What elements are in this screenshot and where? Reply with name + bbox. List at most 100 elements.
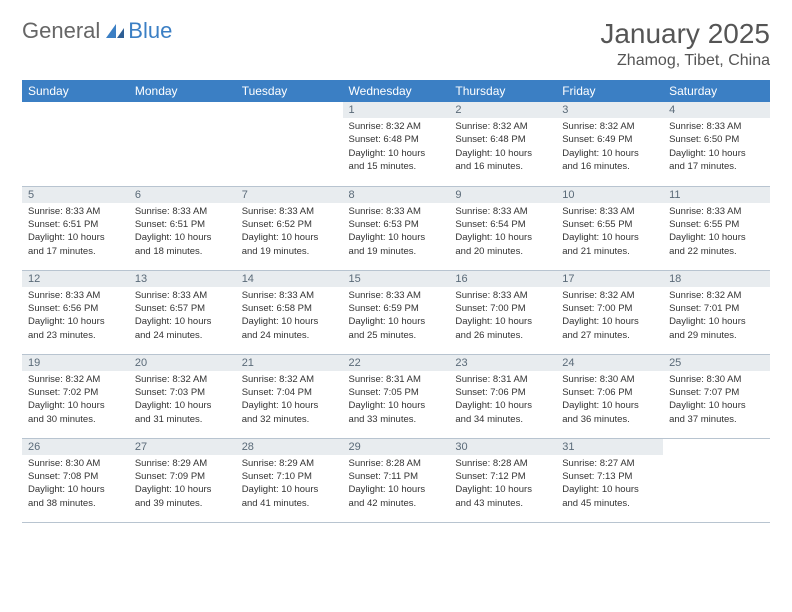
day-number: 17 — [556, 271, 663, 287]
daylight-text: and 24 minutes. — [135, 330, 230, 342]
title-block: January 2025 Zhamog, Tibet, China — [600, 18, 770, 70]
day-number: 6 — [129, 187, 236, 203]
sunrise-text: Sunrise: 8:32 AM — [669, 290, 764, 302]
daylight-text: and 38 minutes. — [28, 498, 123, 510]
sunset-text: Sunset: 6:57 PM — [135, 303, 230, 315]
logo-word1: General — [22, 18, 100, 44]
daylight-text: and 27 minutes. — [562, 330, 657, 342]
day-number: 5 — [22, 187, 129, 203]
calendar-cell: 12Sunrise: 8:33 AMSunset: 6:56 PMDayligh… — [22, 270, 129, 354]
sunrise-text: Sunrise: 8:29 AM — [135, 458, 230, 470]
daylight-text: and 22 minutes. — [669, 246, 764, 258]
calendar-row: 12Sunrise: 8:33 AMSunset: 6:56 PMDayligh… — [22, 270, 770, 354]
day-number: 10 — [556, 187, 663, 203]
day-details: Sunrise: 8:33 AMSunset: 6:51 PMDaylight:… — [129, 203, 236, 263]
daylight-text: and 24 minutes. — [242, 330, 337, 342]
sunset-text: Sunset: 6:48 PM — [349, 134, 444, 146]
day-number: 18 — [663, 271, 770, 287]
sunrise-text: Sunrise: 8:33 AM — [242, 206, 337, 218]
calendar-cell: 18 Sunrise: 8:32 AMSunset: 7:01 PMDayligh… — [663, 270, 770, 354]
calendar-table: Sunday Monday Tuesday Wednesday Thursday… — [22, 80, 770, 523]
day-number: 20 — [129, 355, 236, 371]
daylight-text: and 16 minutes. — [562, 161, 657, 173]
day-number: 16 — [449, 271, 556, 287]
daylight-text: and 31 minutes. — [135, 414, 230, 426]
daylight-text: Daylight: 10 hours — [349, 484, 444, 496]
daylight-text: and 39 minutes. — [135, 498, 230, 510]
day-number: 28 — [236, 439, 343, 455]
calendar-cell: 20Sunrise: 8:32 AMSunset: 7:03 PMDayligh… — [129, 354, 236, 438]
daylight-text: and 19 minutes. — [349, 246, 444, 258]
sunrise-text: Sunrise: 8:32 AM — [349, 121, 444, 133]
daylight-text: and 21 minutes. — [562, 246, 657, 258]
daylight-text: Daylight: 10 hours — [562, 316, 657, 328]
calendar-cell: 27Sunrise: 8:29 AMSunset: 7:09 PMDayligh… — [129, 438, 236, 522]
daylight-text: Daylight: 10 hours — [669, 400, 764, 412]
calendar-cell — [129, 102, 236, 186]
day-details: Sunrise: 8:29 AMSunset: 7:09 PMDaylight:… — [129, 455, 236, 515]
day-number: 27 — [129, 439, 236, 455]
day-number: 9 — [449, 187, 556, 203]
day-details: Sunrise: 8:28 AMSunset: 7:11 PMDaylight:… — [343, 455, 450, 515]
logo-word2: Blue — [128, 18, 172, 44]
sunset-text: Sunset: 6:53 PM — [349, 219, 444, 231]
daylight-text: and 16 minutes. — [455, 161, 550, 173]
daylight-text: Daylight: 10 hours — [135, 232, 230, 244]
sunrise-text: Sunrise: 8:33 AM — [455, 290, 550, 302]
day-details: Sunrise: 8:32 AMSunset: 7:04 PMDaylight:… — [236, 371, 343, 431]
daylight-text: and 32 minutes. — [242, 414, 337, 426]
sunset-text: Sunset: 7:04 PM — [242, 387, 337, 399]
day-number: 13 — [129, 271, 236, 287]
sunrise-text: Sunrise: 8:32 AM — [242, 374, 337, 386]
daylight-text: and 41 minutes. — [242, 498, 337, 510]
day-details: Sunrise: 8:32 AMSunset: 7:03 PMDaylight:… — [129, 371, 236, 431]
daylight-text: and 19 minutes. — [242, 246, 337, 258]
day-details: Sunrise: 8:33 AMSunset: 6:55 PMDaylight:… — [663, 203, 770, 263]
sunrise-text: Sunrise: 8:32 AM — [455, 121, 550, 133]
calendar-cell: 23Sunrise: 8:31 AMSunset: 7:06 PMDayligh… — [449, 354, 556, 438]
calendar-cell: 5Sunrise: 8:33 AMSunset: 6:51 PMDaylight… — [22, 186, 129, 270]
sunset-text: Sunset: 7:10 PM — [242, 471, 337, 483]
daylight-text: Daylight: 10 hours — [562, 148, 657, 160]
daylight-text: Daylight: 10 hours — [349, 232, 444, 244]
day-details: Sunrise: 8:33 AMSunset: 6:55 PMDaylight:… — [556, 203, 663, 263]
daylight-text: and 17 minutes. — [28, 246, 123, 258]
daylight-text: Daylight: 10 hours — [455, 316, 550, 328]
daylight-text: and 15 minutes. — [349, 161, 444, 173]
day-number: 21 — [236, 355, 343, 371]
weekday-header: Tuesday — [236, 80, 343, 102]
sunrise-text: Sunrise: 8:33 AM — [349, 206, 444, 218]
day-number: 23 — [449, 355, 556, 371]
daylight-text: Daylight: 10 hours — [28, 232, 123, 244]
daylight-text: and 30 minutes. — [28, 414, 123, 426]
calendar-cell: 4Sunrise: 8:33 AMSunset: 6:50 PMDaylight… — [663, 102, 770, 186]
calendar-cell: 10Sunrise: 8:33 AMSunset: 6:55 PMDayligh… — [556, 186, 663, 270]
day-number — [129, 102, 236, 106]
day-details: Sunrise: 8:33 AMSunset: 6:57 PMDaylight:… — [129, 287, 236, 347]
calendar-cell: 7Sunrise: 8:33 AMSunset: 6:52 PMDaylight… — [236, 186, 343, 270]
daylight-text: Daylight: 10 hours — [669, 148, 764, 160]
daylight-text: and 36 minutes. — [562, 414, 657, 426]
daylight-text: Daylight: 10 hours — [669, 316, 764, 328]
weekday-header-row: Sunday Monday Tuesday Wednesday Thursday… — [22, 80, 770, 102]
sunrise-text: Sunrise: 8:33 AM — [349, 290, 444, 302]
day-number: 4 — [663, 102, 770, 118]
daylight-text: Daylight: 10 hours — [135, 316, 230, 328]
day-details: Sunrise: 8:32 AMSunset: 6:48 PMDaylight:… — [343, 118, 450, 178]
daylight-text: Daylight: 10 hours — [135, 400, 230, 412]
day-details: Sunrise: 8:33 AMSunset: 6:59 PMDaylight:… — [343, 287, 450, 347]
sunset-text: Sunset: 6:49 PM — [562, 134, 657, 146]
daylight-text: Daylight: 10 hours — [28, 400, 123, 412]
sunset-text: Sunset: 7:00 PM — [562, 303, 657, 315]
sunset-text: Sunset: 7:12 PM — [455, 471, 550, 483]
sunset-text: Sunset: 7:06 PM — [562, 387, 657, 399]
sunrise-text: Sunrise: 8:33 AM — [135, 290, 230, 302]
sunset-text: Sunset: 7:13 PM — [562, 471, 657, 483]
daylight-text: Daylight: 10 hours — [349, 316, 444, 328]
sunset-text: Sunset: 6:50 PM — [669, 134, 764, 146]
sunset-text: Sunset: 7:08 PM — [28, 471, 123, 483]
calendar-row: 26Sunrise: 8:30 AMSunset: 7:08 PMDayligh… — [22, 438, 770, 522]
weekday-header: Monday — [129, 80, 236, 102]
daylight-text: and 26 minutes. — [455, 330, 550, 342]
sunset-text: Sunset: 7:01 PM — [669, 303, 764, 315]
